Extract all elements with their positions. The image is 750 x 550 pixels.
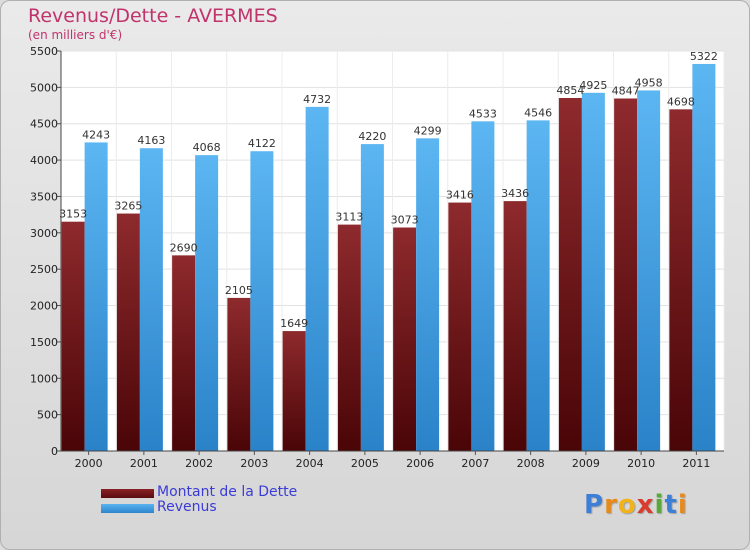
x-axis-ticks: 2000 2001 2002 2003 2004 2005 2006 2007 2008 2009… <box>75 451 710 470</box>
data-label-revenus: 4243 <box>82 128 110 141</box>
legend-label-dette: Montant de la Dette <box>157 484 298 500</box>
bar-revenus <box>139 148 163 451</box>
y-tick-label: 2000 <box>30 300 58 313</box>
y-tick-label: 1000 <box>30 372 58 385</box>
grid-lines <box>60 50 725 452</box>
chart-subtitle: (en milliers d'€) <box>28 28 123 42</box>
bar-dette <box>614 98 638 451</box>
x-tick-label: 2008 <box>517 457 545 470</box>
y-tick-label: 4500 <box>30 118 58 131</box>
bar-revenus <box>250 151 274 451</box>
x-tick-label: 2010 <box>627 457 655 470</box>
logo-letter: o <box>617 490 637 520</box>
x-tick-label: 2004 <box>296 457 324 470</box>
data-label-dette: 3265 <box>114 200 142 213</box>
bar-dette <box>393 227 417 451</box>
bar-revenus <box>581 92 605 452</box>
y-tick-label: 500 <box>37 409 58 422</box>
bar-revenus <box>416 138 440 451</box>
y-tick-label: 2500 <box>30 263 58 276</box>
y-tick-label: 5000 <box>30 81 58 94</box>
legend-label-revenus: Revenus <box>157 499 217 515</box>
y-tick-label: 4000 <box>30 154 58 167</box>
data-label-dette: 3113 <box>335 211 363 224</box>
data-label-dette: 2105 <box>225 284 253 297</box>
bar-dette <box>669 109 693 451</box>
data-label-dette: 4847 <box>612 84 640 97</box>
data-label-dette: 4698 <box>667 95 695 108</box>
bars <box>61 63 716 452</box>
axes <box>60 51 724 452</box>
proxiti-logo: Proxiti <box>584 490 688 520</box>
data-label-revenus: 4220 <box>358 130 386 143</box>
data-label-dette: 3436 <box>501 187 529 200</box>
data-label-dette: 3073 <box>391 214 419 227</box>
data-labels: 3153 4243 3265 4163 2690 4068 2105 4122 1649 4732… <box>59 50 718 330</box>
x-tick-label: 2001 <box>130 457 158 470</box>
y-tick-label: 3000 <box>30 227 58 240</box>
logo-letter: i <box>677 490 688 520</box>
bar-revenus <box>471 121 495 451</box>
x-tick-label: 2005 <box>351 457 379 470</box>
bar-revenus <box>195 155 219 452</box>
data-label-dette: 2690 <box>170 241 198 254</box>
data-label-dette: 1649 <box>280 317 308 330</box>
bar-dette <box>337 224 361 451</box>
data-label-revenus: 4546 <box>524 106 552 119</box>
x-tick-label: 2011 <box>682 457 710 470</box>
data-label-dette: 4854 <box>556 84 584 97</box>
bar-dette <box>558 97 582 452</box>
bar-dette <box>282 331 306 451</box>
data-label-dette: 3416 <box>446 189 474 202</box>
data-label-revenus: 4925 <box>579 79 607 92</box>
y-tick-label: 5500 <box>30 45 58 58</box>
bar-dette <box>116 213 140 451</box>
bar-revenus <box>305 106 329 451</box>
data-label-revenus: 4068 <box>193 141 221 154</box>
data-label-revenus: 4299 <box>414 124 442 137</box>
x-tick-label: 2006 <box>406 457 434 470</box>
x-tick-label: 2002 <box>185 457 213 470</box>
bar-revenus <box>360 144 384 451</box>
bar-revenus <box>84 142 108 451</box>
x-tick-label: 2000 <box>75 457 103 470</box>
x-tick-label: 2009 <box>572 457 600 470</box>
y-tick-label: 0 <box>51 445 58 458</box>
bar-dette <box>448 202 472 451</box>
logo-letter: r <box>604 490 618 520</box>
data-label-revenus: 4163 <box>137 134 165 147</box>
logo-letter: P <box>584 490 605 520</box>
bar-dette <box>172 255 196 451</box>
bar-dette <box>503 201 527 451</box>
x-tick-label: 2007 <box>461 457 489 470</box>
legend-swatch-revenus <box>101 504 154 513</box>
y-tick-label: 3500 <box>30 190 58 203</box>
x-tick-label: 2003 <box>240 457 268 470</box>
logo-letter: i <box>654 490 665 520</box>
legend-swatch-dette <box>101 489 154 498</box>
data-label-revenus: 5322 <box>690 50 718 63</box>
y-axis-ticks: 0 500 1000 1500 2000 2500 3000 3500 4000 4500 5000… <box>30 45 61 458</box>
data-label-revenus: 4122 <box>248 137 276 150</box>
data-label-revenus: 4958 <box>635 76 663 89</box>
bar-dette <box>61 221 85 451</box>
logo-letter: x <box>636 490 655 520</box>
bar-dette <box>227 297 251 451</box>
chart-title: Revenus/Dette - AVERMES <box>28 5 278 27</box>
data-label-revenus: 4732 <box>303 93 331 106</box>
y-tick-label: 1500 <box>30 336 58 349</box>
bar-revenus <box>637 90 661 451</box>
data-label-dette: 3153 <box>59 208 87 221</box>
logo-letter: t <box>664 490 678 520</box>
bar-revenus <box>526 120 550 451</box>
data-label-revenus: 4533 <box>469 107 497 120</box>
bar-revenus <box>692 63 716 451</box>
